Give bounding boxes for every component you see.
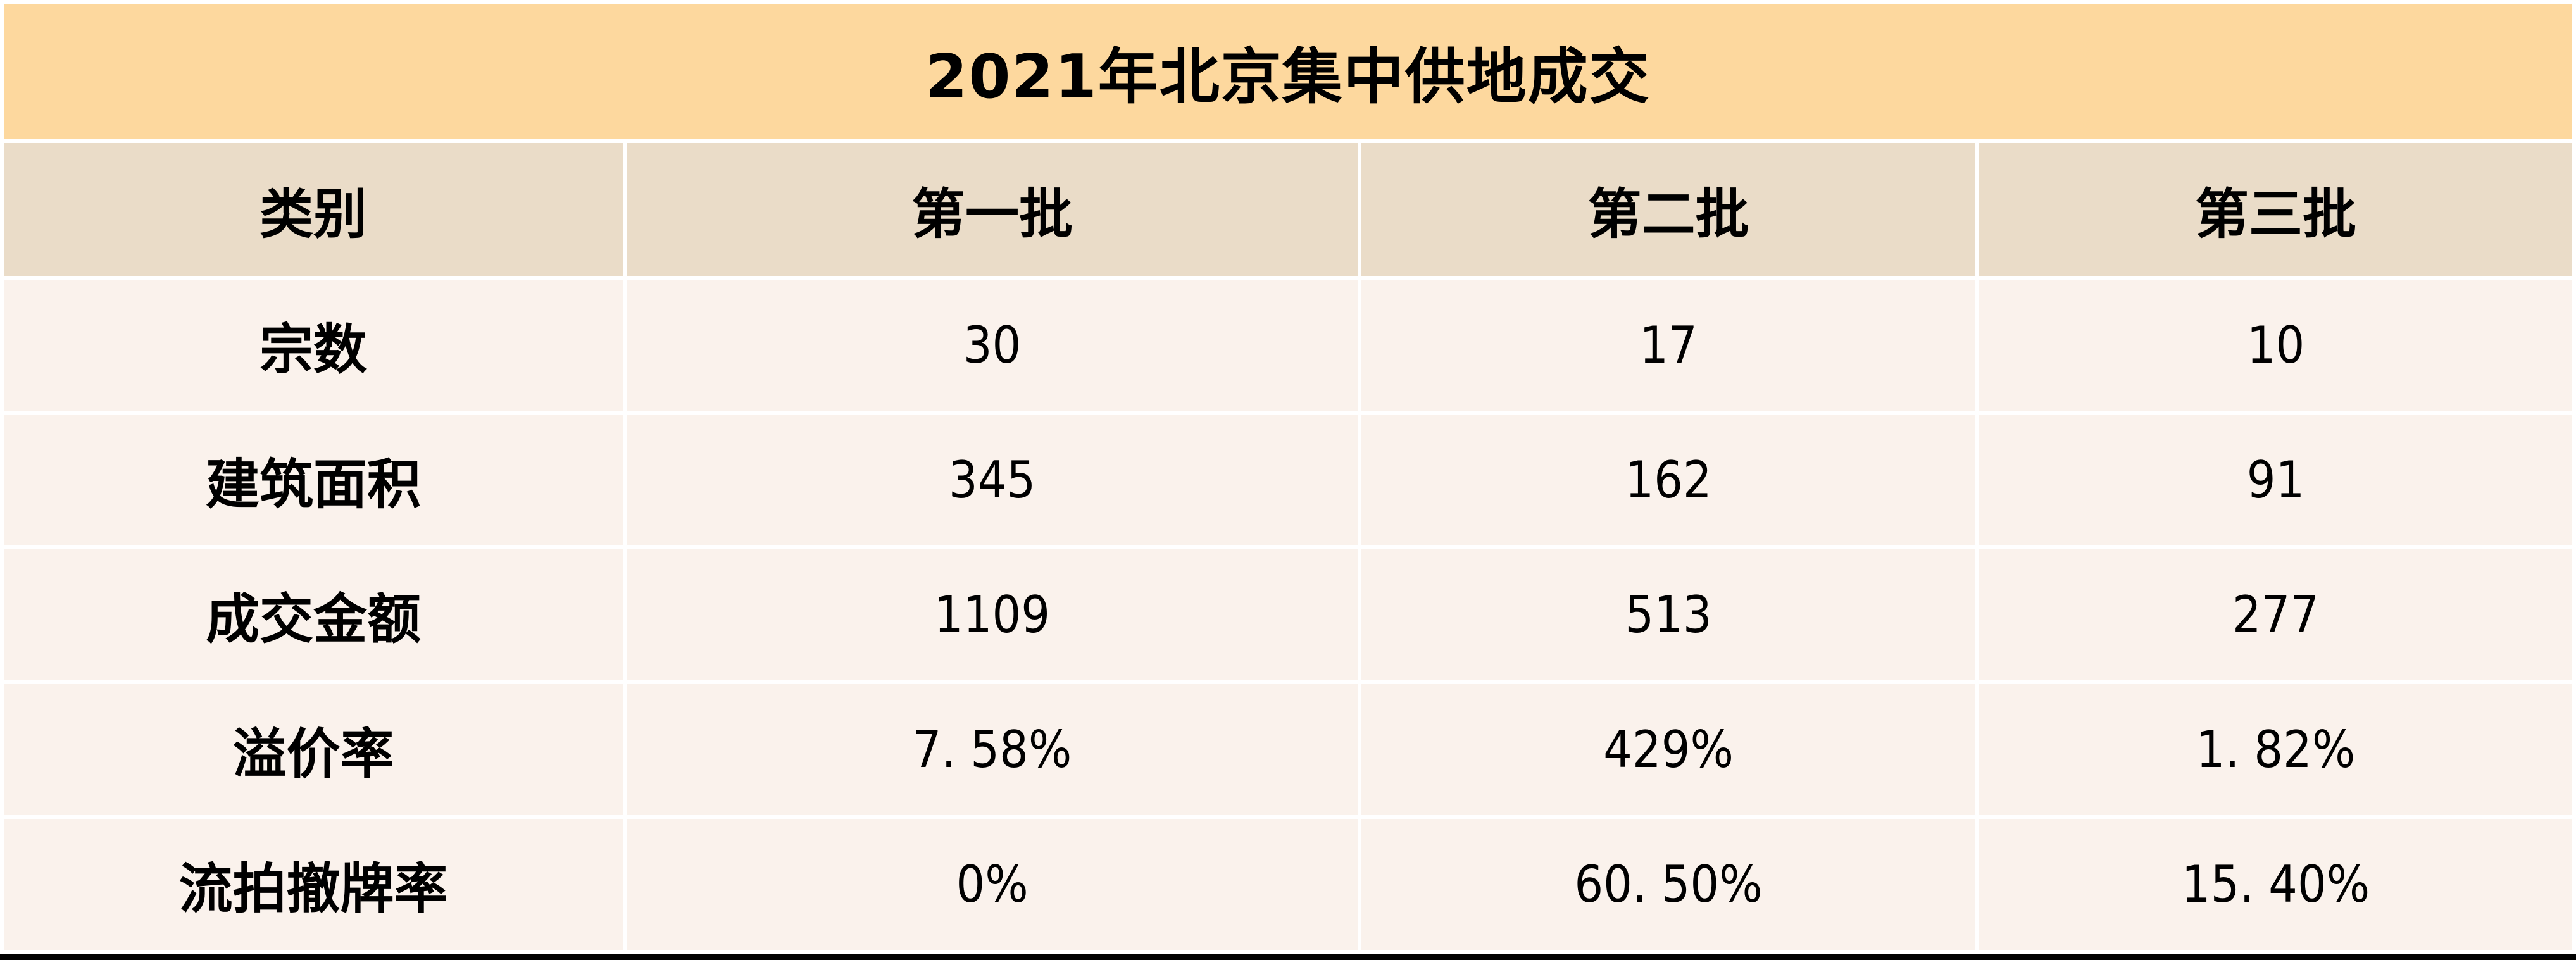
row-label-withdrawal-rate: 流拍撤牌率 <box>4 819 623 950</box>
cell-premium-rate-batch-2: 429% <box>1361 684 1975 815</box>
cell-building-area-batch-3: 91 <box>1979 415 2573 545</box>
table-row-parcel-count: 宗数 30 17 10 <box>4 280 2573 411</box>
cell-parcel-count-batch-1: 30 <box>627 280 1358 411</box>
row-label-premium-rate: 溢价率 <box>4 684 623 815</box>
table-row-withdrawal-rate: 流拍撤牌率 0% 60. 50% 15. 40% <box>4 819 2573 950</box>
column-header-batch-2: 第二批 <box>1361 143 1975 276</box>
cell-premium-rate-batch-1: 7. 58% <box>627 684 1358 815</box>
cell-premium-rate-batch-3: 1. 82% <box>1979 684 2573 815</box>
table-row-premium-rate: 溢价率 7. 58% 429% 1. 82% <box>4 684 2573 815</box>
cell-withdrawal-rate-batch-2: 60. 50% <box>1361 819 1975 950</box>
row-label-transaction-amount: 成交金额 <box>4 549 623 680</box>
cell-building-area-batch-1: 345 <box>627 415 1358 545</box>
table-title: 2021年北京集中供地成交 <box>4 4 2573 139</box>
table-row-transaction-amount: 成交金额 1109 513 277 <box>4 549 2573 680</box>
cell-transaction-amount-batch-1: 1109 <box>627 549 1358 680</box>
table-row-building-area: 建筑面积 345 162 91 <box>4 415 2573 545</box>
table-header-row: 类别 第一批 第二批 第三批 <box>4 143 2573 276</box>
row-label-parcel-count: 宗数 <box>4 280 623 411</box>
cell-transaction-amount-batch-3: 277 <box>1979 549 2573 680</box>
cell-withdrawal-rate-batch-1: 0% <box>627 819 1358 950</box>
cell-withdrawal-rate-batch-3: 15. 40% <box>1979 819 2573 950</box>
column-header-batch-3: 第三批 <box>1979 143 2573 276</box>
cell-parcel-count-batch-2: 17 <box>1361 280 1975 411</box>
cell-parcel-count-batch-3: 10 <box>1979 280 2573 411</box>
cell-building-area-batch-2: 162 <box>1361 415 1975 545</box>
column-header-category: 类别 <box>4 143 623 276</box>
column-header-batch-1: 第一批 <box>627 143 1358 276</box>
row-label-building-area: 建筑面积 <box>4 415 623 545</box>
table-bottom-border <box>0 954 2576 960</box>
table-title-row: 2021年北京集中供地成交 <box>4 4 2573 139</box>
cell-transaction-amount-batch-2: 513 <box>1361 549 1975 680</box>
